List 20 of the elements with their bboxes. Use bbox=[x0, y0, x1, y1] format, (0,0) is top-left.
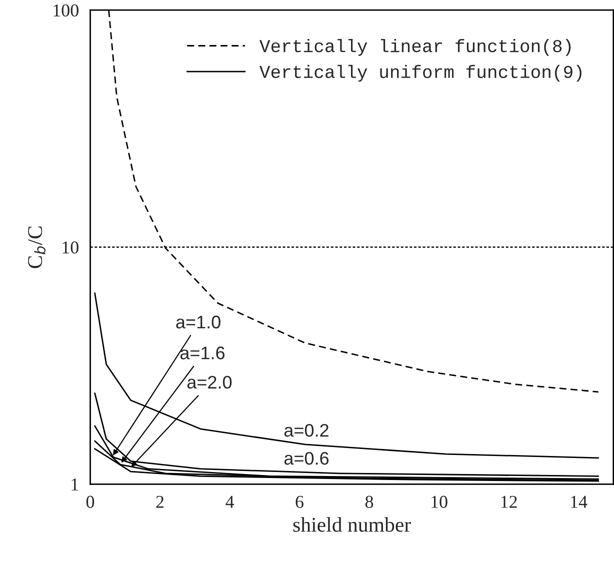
x-tick-label: 6 bbox=[296, 496, 304, 508]
annotation: a=0.6 bbox=[284, 452, 329, 465]
y-tick-label: 100 bbox=[54, 4, 78, 17]
y-tick-label: 10 bbox=[62, 241, 78, 254]
x-tick-label: 0 bbox=[86, 496, 94, 508]
x-tick-label: 14 bbox=[571, 496, 588, 508]
y-tick-label: 1 bbox=[72, 478, 78, 490]
annotation: a=2.0 bbox=[187, 376, 232, 389]
x-tick-label: 8 bbox=[365, 496, 374, 508]
x-tick-label: 10 bbox=[432, 496, 448, 508]
annotation: a=1.6 bbox=[180, 346, 225, 360]
y-axis-title: C$_{b}$/C bbox=[28, 226, 46, 268]
legend-label: Vertically linear function(8) bbox=[260, 38, 571, 56]
annotation: a=0.2 bbox=[284, 424, 328, 437]
annotation: a=1.0 bbox=[176, 316, 220, 328]
x-tick-label: 2 bbox=[156, 496, 164, 508]
legend-label: Vertically uniform function(9) bbox=[260, 64, 582, 82]
x-tick-label: 4 bbox=[226, 496, 234, 508]
x-axis-title: shield number bbox=[293, 517, 411, 532]
x-tick-label: 12 bbox=[501, 496, 517, 508]
